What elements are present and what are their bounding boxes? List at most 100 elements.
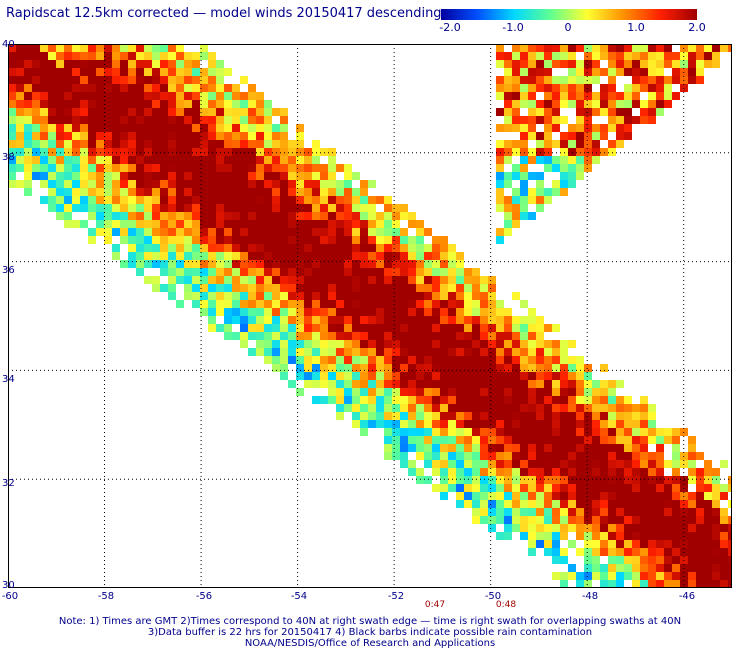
wind-cell bbox=[640, 468, 648, 476]
wind-cell bbox=[456, 292, 464, 300]
wind-cell bbox=[376, 260, 384, 268]
wind-cell bbox=[344, 324, 352, 332]
wind-cell bbox=[536, 540, 544, 548]
wind-cell bbox=[128, 148, 136, 156]
wind-cell bbox=[88, 172, 96, 180]
wind-cell bbox=[208, 324, 216, 332]
wind-cell bbox=[288, 180, 296, 188]
wind-cell bbox=[416, 372, 424, 380]
wind-cell bbox=[280, 276, 288, 284]
wind-cell bbox=[312, 228, 320, 236]
wind-cell bbox=[152, 52, 160, 60]
wind-cell bbox=[168, 60, 176, 68]
wind-cell bbox=[232, 148, 240, 156]
wind-cell bbox=[192, 124, 200, 132]
wind-cell bbox=[248, 204, 256, 212]
wind-cell bbox=[296, 308, 304, 316]
wind-cell bbox=[400, 332, 408, 340]
wind-cell bbox=[296, 196, 304, 204]
wind-cell bbox=[424, 332, 432, 340]
wind-cell bbox=[352, 204, 360, 212]
wind-cell bbox=[288, 228, 296, 236]
wind-cell bbox=[272, 316, 280, 324]
wind-cell bbox=[496, 316, 504, 324]
wind-cell bbox=[664, 492, 672, 500]
wind-cell bbox=[440, 436, 448, 444]
wind-cell bbox=[432, 468, 440, 476]
wind-cell bbox=[648, 116, 656, 124]
wind-cell bbox=[576, 412, 584, 420]
wind-cell bbox=[80, 108, 88, 116]
wind-cell bbox=[328, 244, 336, 252]
wind-cell bbox=[608, 404, 616, 412]
colorbar-tick: -2.0 bbox=[439, 21, 461, 34]
wind-cell bbox=[456, 412, 464, 420]
wind-cell bbox=[440, 356, 448, 364]
wind-cell bbox=[688, 532, 696, 540]
wind-cell bbox=[488, 332, 496, 340]
wind-cell bbox=[328, 148, 336, 156]
wind-cell bbox=[544, 84, 552, 92]
wind-cell bbox=[536, 444, 544, 452]
wind-cell bbox=[328, 156, 336, 164]
wind-cell bbox=[632, 468, 640, 476]
wind-cell bbox=[528, 524, 536, 532]
wind-cell bbox=[144, 108, 152, 116]
wind-cell bbox=[512, 404, 520, 412]
wind-cell bbox=[552, 108, 560, 116]
wind-cell bbox=[344, 172, 352, 180]
wind-cell bbox=[720, 532, 728, 540]
wind-cell bbox=[376, 372, 384, 380]
wind-cell bbox=[640, 404, 648, 412]
wind-cell bbox=[424, 476, 432, 484]
wind-cell bbox=[616, 44, 624, 52]
wind-cell bbox=[568, 156, 576, 164]
wind-cell bbox=[384, 228, 392, 236]
wind-cell bbox=[256, 108, 264, 116]
wind-cell bbox=[192, 100, 200, 108]
wind-cell bbox=[392, 340, 400, 348]
wind-cell bbox=[72, 196, 80, 204]
wind-cell bbox=[400, 420, 408, 428]
wind-cell bbox=[696, 540, 704, 548]
wind-cell bbox=[624, 420, 632, 428]
wind-cell bbox=[528, 340, 536, 348]
wind-cell bbox=[536, 196, 544, 204]
wind-cell bbox=[624, 508, 632, 516]
wind-cell bbox=[480, 468, 488, 476]
wind-cell bbox=[640, 508, 648, 516]
wind-cell bbox=[192, 284, 200, 292]
wind-cell bbox=[584, 484, 592, 492]
wind-cell bbox=[112, 68, 120, 76]
wind-cell bbox=[656, 476, 664, 484]
wind-cell bbox=[592, 412, 600, 420]
wind-cell bbox=[184, 124, 192, 132]
wind-cell bbox=[528, 324, 536, 332]
wind-cell bbox=[240, 212, 248, 220]
wind-cell bbox=[544, 164, 552, 172]
wind-cell bbox=[408, 380, 416, 388]
wind-cell bbox=[344, 196, 352, 204]
wind-cell bbox=[488, 316, 496, 324]
wind-cell bbox=[136, 244, 144, 252]
wind-cell bbox=[360, 220, 368, 228]
wind-cell bbox=[728, 548, 732, 556]
wind-cell bbox=[360, 332, 368, 340]
wind-cell bbox=[632, 532, 640, 540]
wind-cell bbox=[448, 300, 456, 308]
wind-cell bbox=[528, 396, 536, 404]
wind-cell bbox=[616, 516, 624, 524]
wind-cell bbox=[648, 460, 656, 468]
wind-cell bbox=[216, 124, 224, 132]
wind-cell bbox=[384, 260, 392, 268]
wind-cell bbox=[208, 108, 216, 116]
wind-cell bbox=[520, 372, 528, 380]
wind-cell bbox=[312, 260, 320, 268]
wind-cell bbox=[400, 284, 408, 292]
wind-cell bbox=[688, 452, 696, 460]
wind-cell bbox=[32, 44, 40, 52]
lon-label: -56 bbox=[195, 591, 213, 602]
wind-cell bbox=[200, 196, 208, 204]
wind-cell bbox=[624, 396, 632, 404]
wind-cell bbox=[304, 252, 312, 260]
